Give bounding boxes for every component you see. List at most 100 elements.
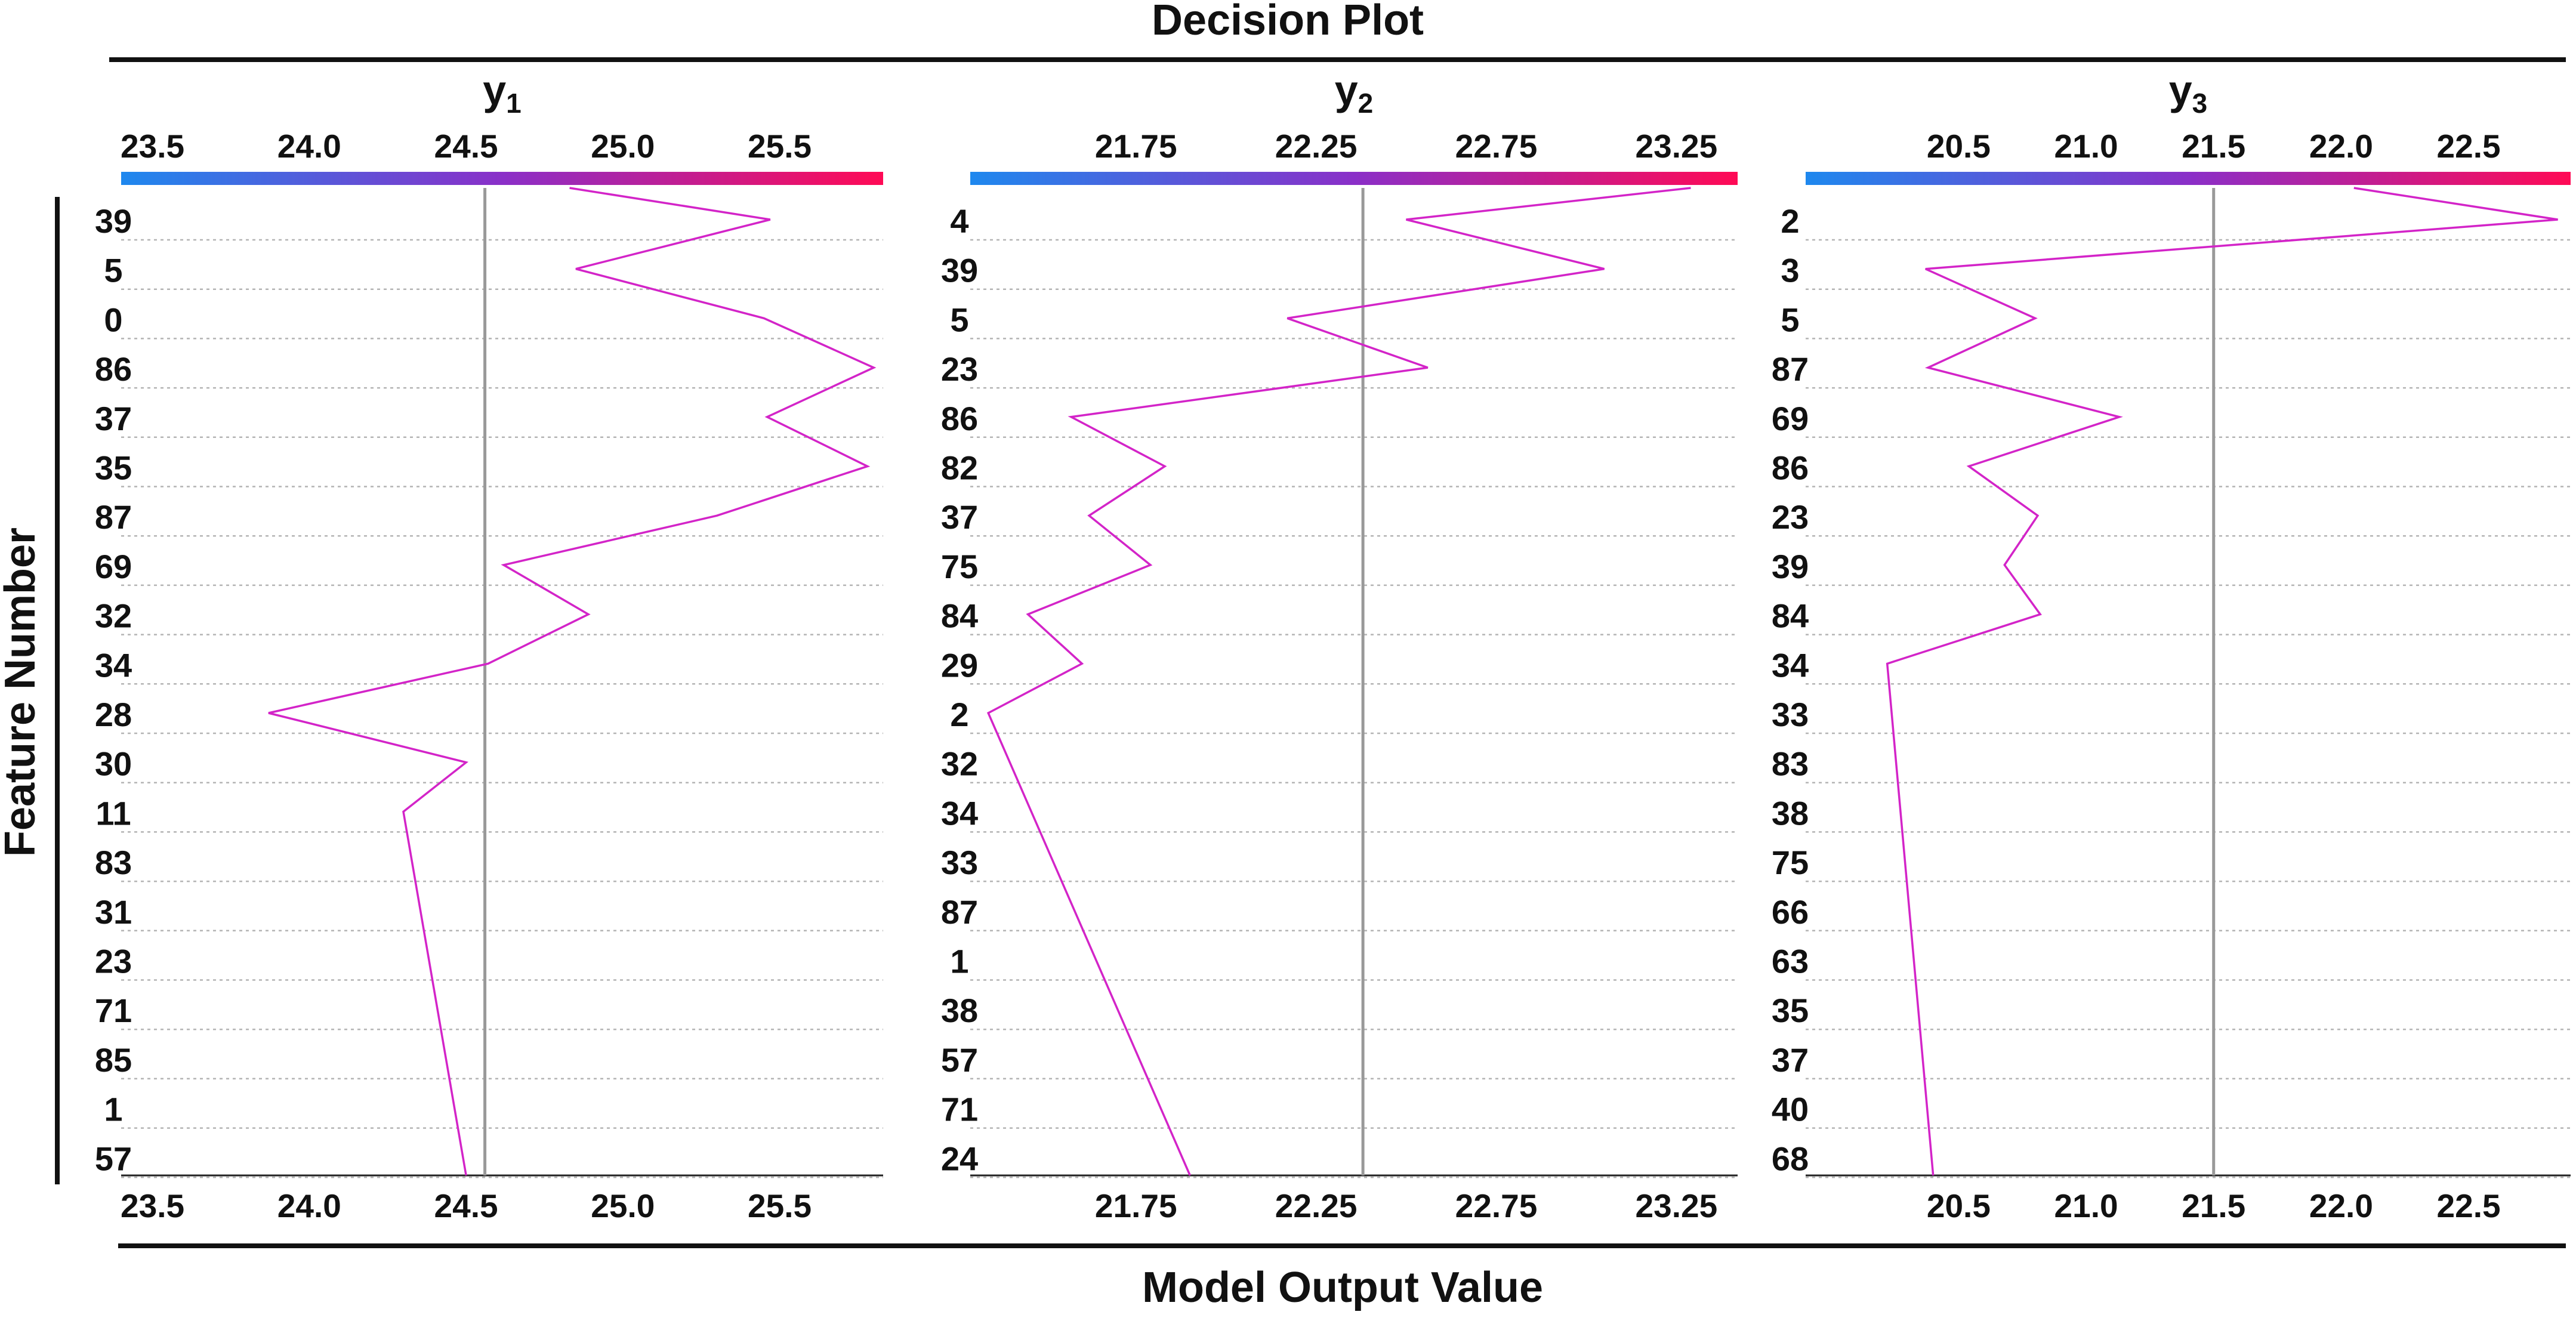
x-tick-label-top: 24.5 bbox=[434, 128, 498, 165]
x-tick-label-top: 24.0 bbox=[277, 128, 341, 165]
feature-label: 39 bbox=[941, 252, 978, 289]
feature-label: 5 bbox=[104, 252, 122, 289]
x-tick-label-bottom: 24.0 bbox=[277, 1187, 341, 1224]
feature-label: 68 bbox=[1772, 1140, 1809, 1177]
decision-path bbox=[1886, 187, 2558, 1176]
feature-label: 2 bbox=[1781, 202, 1799, 240]
x-tick-label-top: 21.5 bbox=[2182, 128, 2245, 165]
panel-title-main: y bbox=[2169, 67, 2192, 113]
panel-title-main: y bbox=[1335, 67, 1358, 113]
feature-label: 34 bbox=[941, 794, 978, 832]
feature-label: 34 bbox=[1772, 646, 1809, 684]
feature-label: 23 bbox=[95, 943, 132, 980]
colorbar bbox=[970, 172, 1738, 185]
x-tick-label-bottom: 25.0 bbox=[591, 1187, 655, 1224]
x-tick-label-bottom: 22.75 bbox=[1455, 1187, 1538, 1224]
feature-label: 39 bbox=[1772, 548, 1809, 585]
feature-label: 82 bbox=[941, 449, 978, 487]
feature-label: 32 bbox=[95, 597, 132, 635]
feature-label: 85 bbox=[95, 1041, 132, 1079]
x-tick-label-bottom: 21.0 bbox=[2054, 1187, 2118, 1224]
feature-label: 86 bbox=[941, 400, 978, 437]
decision-path bbox=[268, 187, 877, 1176]
feature-label: 86 bbox=[1772, 449, 1809, 487]
feature-label: 84 bbox=[1772, 597, 1809, 635]
feature-label: 32 bbox=[941, 745, 978, 783]
feature-label: 23 bbox=[941, 350, 978, 388]
feature-label: 34 bbox=[95, 646, 132, 684]
colorbar bbox=[121, 172, 883, 185]
footer-title: Model Output Value bbox=[1142, 1264, 1543, 1311]
colorbar bbox=[1806, 172, 2571, 185]
panel-1: y123.523.524.024.024.524.525.025.025.525… bbox=[95, 67, 883, 1224]
feature-label: 5 bbox=[1781, 301, 1799, 338]
x-tick-label-bottom: 22.25 bbox=[1275, 1187, 1358, 1224]
panel-title-sub: 2 bbox=[1358, 88, 1374, 119]
feature-label: 1 bbox=[104, 1091, 122, 1128]
feature-label: 66 bbox=[1772, 893, 1809, 931]
x-tick-label-bottom: 22.0 bbox=[2309, 1187, 2373, 1224]
feature-label: 29 bbox=[941, 646, 978, 684]
feature-label: 71 bbox=[941, 1091, 978, 1128]
x-tick-label-top: 21.75 bbox=[1095, 128, 1177, 165]
x-tick-label-bottom: 23.25 bbox=[1636, 1187, 1718, 1224]
x-tick-label-bottom: 24.5 bbox=[434, 1187, 498, 1224]
feature-label: 75 bbox=[1772, 844, 1809, 881]
feature-label: 87 bbox=[1772, 350, 1809, 388]
page-title: Decision Plot bbox=[1152, 0, 1424, 44]
feature-label: 28 bbox=[95, 696, 132, 733]
panel-title: y2 bbox=[1335, 67, 1374, 119]
feature-label: 83 bbox=[95, 844, 132, 881]
feature-label: 37 bbox=[1772, 1041, 1809, 1079]
feature-label: 31 bbox=[95, 893, 132, 931]
feature-label: 84 bbox=[941, 597, 978, 635]
x-tick-label-top: 22.25 bbox=[1275, 128, 1358, 165]
feature-label: 23 bbox=[1772, 498, 1809, 536]
feature-label: 30 bbox=[95, 745, 132, 783]
feature-label: 0 bbox=[104, 301, 122, 338]
decision-path bbox=[986, 187, 1691, 1176]
x-tick-label-top: 22.75 bbox=[1455, 128, 1538, 165]
x-tick-label-top: 23.25 bbox=[1636, 128, 1718, 165]
feature-label: 86 bbox=[95, 350, 132, 388]
x-tick-label-top: 23.5 bbox=[121, 128, 184, 165]
x-tick-label-bottom: 21.5 bbox=[2182, 1187, 2245, 1224]
feature-label: 4 bbox=[950, 202, 968, 240]
feature-label: 39 bbox=[95, 202, 132, 240]
panel-title-main: y bbox=[483, 67, 506, 113]
feature-label: 35 bbox=[95, 449, 132, 487]
x-tick-label-top: 20.5 bbox=[1927, 128, 1991, 165]
x-tick-label-bottom: 22.5 bbox=[2437, 1187, 2501, 1224]
x-tick-label-top: 22.5 bbox=[2437, 128, 2501, 165]
feature-label: 69 bbox=[1772, 400, 1809, 437]
x-tick-label-bottom: 25.5 bbox=[748, 1187, 812, 1224]
feature-label: 33 bbox=[941, 844, 978, 881]
feature-label: 33 bbox=[1772, 696, 1809, 733]
x-tick-label-top: 25.0 bbox=[591, 128, 655, 165]
feature-label: 35 bbox=[1772, 992, 1809, 1029]
feature-label: 2 bbox=[950, 696, 968, 733]
feature-label: 40 bbox=[1772, 1091, 1809, 1128]
feature-label: 1 bbox=[950, 943, 968, 980]
panel-2: y221.7521.7522.2522.2522.7522.7523.2523.… bbox=[941, 67, 1738, 1224]
feature-label: 38 bbox=[1772, 794, 1809, 832]
panel-3: y320.520.521.021.021.521.522.022.022.522… bbox=[1772, 67, 2571, 1224]
feature-label: 37 bbox=[95, 400, 132, 437]
feature-label: 87 bbox=[941, 893, 978, 931]
feature-label: 24 bbox=[941, 1140, 978, 1177]
feature-label: 57 bbox=[941, 1041, 978, 1079]
panel-title: y1 bbox=[483, 67, 522, 119]
x-tick-label-top: 21.0 bbox=[2054, 128, 2118, 165]
panel-title-sub: 1 bbox=[506, 88, 522, 119]
x-tick-label-bottom: 23.5 bbox=[121, 1187, 184, 1224]
feature-label: 69 bbox=[95, 548, 132, 585]
x-tick-label-top: 22.0 bbox=[2309, 128, 2373, 165]
x-tick-label-bottom: 20.5 bbox=[1927, 1187, 1991, 1224]
x-tick-label-bottom: 21.75 bbox=[1095, 1187, 1177, 1224]
feature-label: 11 bbox=[95, 794, 131, 832]
feature-label: 87 bbox=[95, 498, 132, 536]
feature-label: 75 bbox=[941, 548, 978, 585]
x-tick-label-top: 25.5 bbox=[748, 128, 812, 165]
panels: y123.523.524.024.024.524.525.025.025.525… bbox=[95, 67, 2571, 1224]
